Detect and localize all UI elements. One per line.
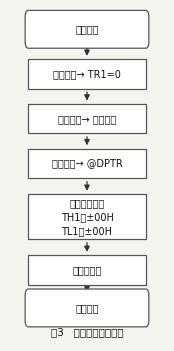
FancyBboxPatch shape bbox=[28, 59, 146, 89]
Text: 中断返回: 中断返回 bbox=[75, 303, 99, 313]
FancyBboxPatch shape bbox=[28, 104, 146, 133]
Text: 计数器初始化
TH1＝±00H
TL1＝±00H: 计数器初始化 TH1＝±00H TL1＝±00H bbox=[61, 198, 113, 236]
Text: 脉冲周期→ @DPTR: 脉冲周期→ @DPTR bbox=[52, 158, 122, 168]
Text: 响应中断: 响应中断 bbox=[75, 24, 99, 34]
FancyBboxPatch shape bbox=[28, 194, 146, 239]
FancyBboxPatch shape bbox=[28, 256, 146, 285]
Text: 启动计数器: 启动计数器 bbox=[72, 265, 102, 275]
FancyBboxPatch shape bbox=[25, 11, 149, 48]
FancyBboxPatch shape bbox=[28, 149, 146, 178]
Text: 图3   中断服务程序流程: 图3 中断服务程序流程 bbox=[51, 327, 123, 337]
FancyBboxPatch shape bbox=[25, 289, 149, 327]
Text: 计数器值→ 脉冲周期: 计数器值→ 脉冲周期 bbox=[58, 114, 116, 124]
Text: 关计数器→ TR1=0: 关计数器→ TR1=0 bbox=[53, 69, 121, 79]
